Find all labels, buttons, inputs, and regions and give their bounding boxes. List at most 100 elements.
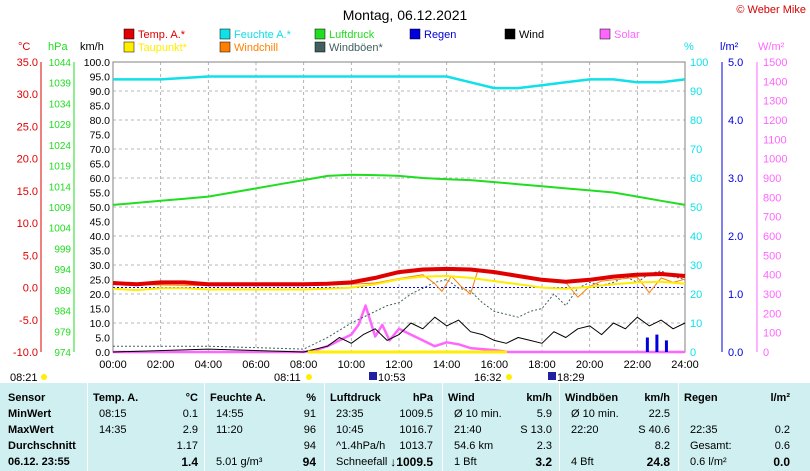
legend-swatch <box>219 41 231 53</box>
stats-cell-note: 10:45 <box>336 424 364 436</box>
series-line-wind <box>112 316 686 353</box>
stats-cell-note: Ø 10 min. <box>571 408 619 420</box>
moonset-time: 18:29 <box>557 372 585 383</box>
solar-tick-label: 700 <box>763 212 781 224</box>
solar-tick-label: 1100 <box>763 134 787 146</box>
sunrise-icon <box>306 374 312 380</box>
temp-unit: °C <box>18 41 30 53</box>
pressure-unit: hPa <box>48 41 68 53</box>
legend-label: Taupunkt* <box>138 42 188 54</box>
wind-tick-label: 35.0 <box>90 246 111 258</box>
rain-tick-label: 2.0 <box>728 231 743 243</box>
stats-cell-note: 21:40 <box>454 424 482 436</box>
solar-tick-label: 1200 <box>763 115 787 127</box>
pressure-tick-label: 979 <box>54 327 71 338</box>
x-tick-label: 08:00 <box>290 359 318 371</box>
sun-markers: 08:21 08:11 10:53 16:32 18:29 <box>10 350 585 383</box>
rain-tick-label: 0.0 <box>728 347 743 359</box>
stats-unit: km/h <box>526 392 552 404</box>
pressure-tick-label: 984 <box>54 307 71 318</box>
legend-swatch <box>504 28 516 40</box>
wind-tick-label: 85.0 <box>90 101 111 113</box>
x-tick-label: 22:00 <box>624 359 652 371</box>
wind-tick-label: 90.0 <box>90 86 111 98</box>
solar-tick-label: 1300 <box>763 96 787 108</box>
humidity-tick-label: 70 <box>690 144 702 156</box>
stats-cell-note: 5.01 g/m³ <box>216 456 263 468</box>
wind-tick-label: 80.0 <box>90 115 111 127</box>
stats-cell-note: 1 Bft <box>454 456 477 468</box>
x-tick-label: 12:00 <box>385 359 413 371</box>
legend-swatch <box>314 41 326 53</box>
pressure-tick-label: 1029 <box>49 120 72 131</box>
legend-label: Temp. A.* <box>138 29 186 41</box>
solar-tick-label: 1500 <box>763 57 787 69</box>
solar-tick-label: 600 <box>763 231 781 243</box>
axis-ticks: 35.0 30.0 25.0 20.0 15.0 10.0 5.0 0.0 -5.0 -10.0 1… <box>13 57 788 371</box>
series-line-feuchtea <box>113 75 686 90</box>
wind-tick-label: 20.0 <box>90 289 111 301</box>
legend-swatch <box>123 41 135 53</box>
stats-cell-value: 1009.5 <box>399 408 433 420</box>
stats-divider <box>559 383 560 471</box>
stats-cell-note: 54.6 km <box>454 440 494 452</box>
sun-icon <box>41 374 47 380</box>
pressure-tick-label: 1044 <box>49 58 72 69</box>
stats-unit: km/h <box>644 392 670 404</box>
legend-swatch <box>219 28 231 40</box>
wind-tick-label: 30.0 <box>90 260 111 272</box>
humidity-tick-label: 0 <box>690 347 696 359</box>
legend-label: Windchill <box>234 42 278 54</box>
x-tick-label: 02:00 <box>147 359 175 371</box>
temp-tick-label: 25.0 <box>17 121 38 133</box>
temp-tick-label: 35.0 <box>17 57 38 69</box>
rain-tick-label: 3.0 <box>728 173 743 185</box>
humidity-tick-label: 40 <box>690 231 702 243</box>
stats-cell-note: Ø 10 min. <box>454 408 502 420</box>
x-tick-label: 00:00 <box>99 359 127 371</box>
humidity-tick-label: 20 <box>690 289 702 301</box>
stats-cell-value: 2.9 <box>182 424 198 436</box>
axis-units: °C hPa km/h% l/m² W/m² <box>18 41 785 53</box>
stats-divider <box>324 383 325 471</box>
temp-tick-label: 0.0 <box>23 283 38 295</box>
stats-header: Windböen <box>565 392 619 404</box>
sunset-time: 16:32 <box>474 372 502 383</box>
stats-row-label: Durchschnitt <box>8 440 76 452</box>
legend-label: Windböen* <box>329 42 384 54</box>
pressure-tick-label: 1024 <box>49 141 72 152</box>
solar-tick-label: 1000 <box>763 154 787 166</box>
series-layer <box>112 75 686 354</box>
legend-label: Wind <box>519 29 544 41</box>
pressure-tick-label: 989 <box>54 286 71 297</box>
temp-tick-label: 5.0 <box>23 250 38 262</box>
stats-unit: l/m² <box>770 392 790 404</box>
stats-cell-value: 8.2 <box>654 440 670 452</box>
wind-tick-label: 60.0 <box>90 173 111 185</box>
series-line-taupunkt <box>112 275 686 292</box>
stats-cell-value: 22.5 <box>648 408 670 420</box>
x-tick-label: 10:00 <box>338 359 366 371</box>
temp-tick-label: -5.0 <box>19 315 38 327</box>
rain-bar <box>655 334 659 352</box>
solar-tick-label: 400 <box>763 270 781 282</box>
stats-cell-value: 94 <box>303 440 316 452</box>
stats-cell-note: 11:20 <box>216 424 243 436</box>
pressure-tick-label: 1004 <box>49 224 72 235</box>
legend: Temp. A.* Feuchte A.* Luftdruck Regen Wind So… <box>123 28 640 54</box>
stats-header: Wind <box>448 392 475 404</box>
rain-tick-label: 4.0 <box>728 115 743 127</box>
wind-tick-label: 100.0 <box>84 57 110 69</box>
legend-label: Solar <box>614 29 640 41</box>
stats-cell-value: 0.1 <box>182 408 198 420</box>
rain-bar <box>664 340 668 352</box>
pressure-tick-label: 974 <box>54 348 71 359</box>
wind-tick-label: 45.0 <box>90 217 111 229</box>
stats-divider <box>204 383 205 471</box>
stats-header: Luftdruck <box>330 392 381 404</box>
solar-tick-label: 500 <box>763 250 781 262</box>
stats-cell-value: 1.17 <box>176 440 198 452</box>
stats-divider <box>442 383 443 471</box>
stats-cell-value: 91 <box>303 408 316 420</box>
stats-cell-note: Schneefall <box>336 456 388 468</box>
